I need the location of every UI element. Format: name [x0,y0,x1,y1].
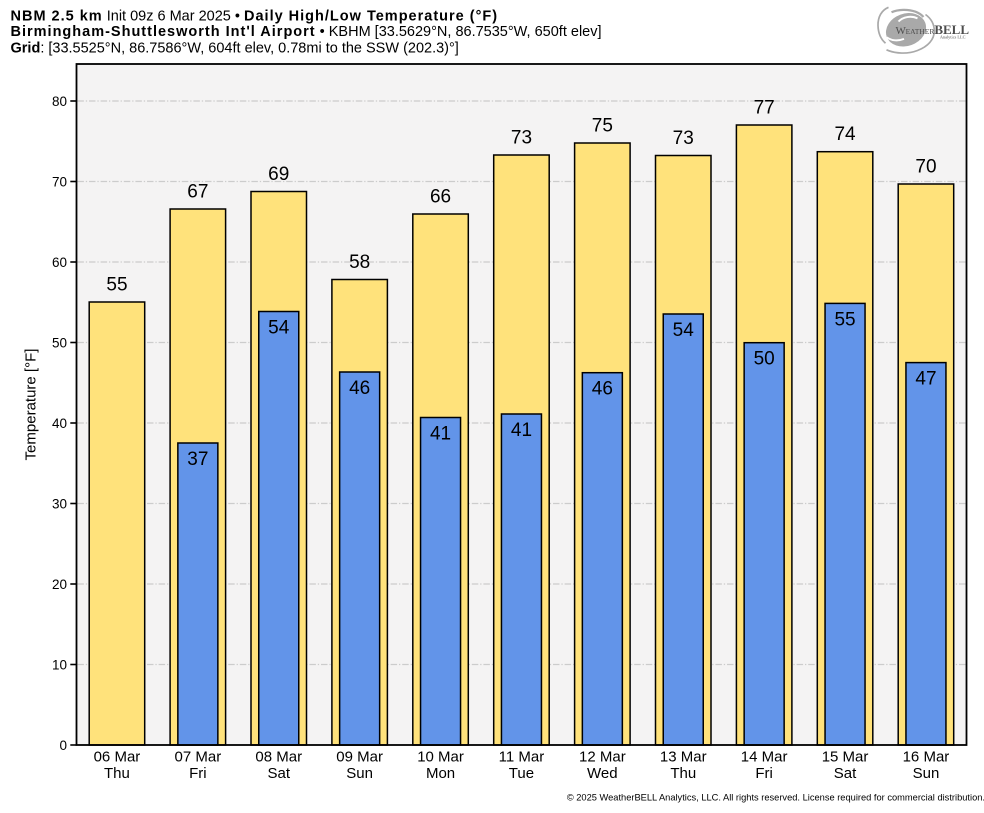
svg-text:73: 73 [511,127,532,148]
svg-text:80: 80 [52,94,67,109]
svg-text:Wed: Wed [587,765,618,782]
svg-text:74: 74 [834,124,856,145]
svg-text:75: 75 [592,115,613,136]
svg-text:15 Mar: 15 Mar [822,749,869,766]
svg-text:58: 58 [349,252,370,273]
svg-text:13 Mar: 13 Mar [660,749,707,766]
svg-text:30: 30 [52,496,67,511]
svg-text:16 Mar: 16 Mar [903,749,950,766]
svg-text:20: 20 [52,577,67,592]
svg-text:77: 77 [754,97,775,118]
svg-text:06 Mar: 06 Mar [94,749,141,766]
svg-text:Sat: Sat [267,765,290,782]
svg-text:70: 70 [52,174,67,189]
svg-text:Fri: Fri [189,765,207,782]
svg-text:37: 37 [187,449,208,470]
svg-text:0: 0 [59,738,67,753]
svg-text:WEATHERBELL: WEATHERBELL [896,22,970,37]
svg-text:40: 40 [52,416,67,431]
svg-text:Analytics LLC: Analytics LLC [940,35,966,40]
svg-text:Tue: Tue [509,765,534,782]
svg-text:47: 47 [915,369,936,390]
svg-text:14 Mar: 14 Mar [741,749,788,766]
svg-text:55: 55 [834,309,855,330]
svg-text:Temperature [°F]: Temperature [°F] [23,349,40,461]
svg-text:07 Mar: 07 Mar [175,749,222,766]
svg-text:66: 66 [430,186,451,207]
svg-text:41: 41 [430,424,451,445]
svg-text:Sat: Sat [834,765,857,782]
svg-text:Sun: Sun [346,765,373,782]
svg-text:Mon: Mon [426,765,455,782]
svg-text:54: 54 [673,320,695,341]
svg-text:10: 10 [52,657,67,672]
svg-text:54: 54 [268,318,290,339]
svg-text:69: 69 [268,164,289,185]
svg-text:Sun: Sun [913,765,940,782]
svg-text:09 Mar: 09 Mar [336,749,383,766]
svg-text:10 Mar: 10 Mar [417,749,464,766]
svg-text:Birmingham-Shuttlesworth Intʹl: Birmingham-Shuttlesworth Intʹl Airport •… [11,24,602,40]
svg-text:Thu: Thu [670,765,696,782]
svg-text:12 Mar: 12 Mar [579,749,626,766]
svg-text:Thu: Thu [104,765,130,782]
svg-text:Grid: [33.5525°N, 86.7586°W, 6: Grid: [33.5525°N, 86.7586°W, 604ft elev,… [11,40,459,56]
svg-text:Fri: Fri [755,765,773,782]
svg-text:11 Mar: 11 Mar [499,749,545,766]
svg-text:55: 55 [106,274,127,295]
svg-text:50: 50 [52,335,67,350]
svg-text:08 Mar: 08 Mar [255,749,302,766]
svg-text:67: 67 [187,181,208,202]
svg-text:73: 73 [673,128,694,149]
svg-text:46: 46 [349,378,370,399]
svg-text:50: 50 [754,349,775,370]
svg-text:NBM 2.5 km Init 09z 6 Mar 2025: NBM 2.5 km Init 09z 6 Mar 2025 • Daily H… [11,9,499,25]
svg-text:41: 41 [511,420,532,441]
svg-text:60: 60 [52,255,67,270]
svg-text:46: 46 [592,379,613,400]
svg-text:70: 70 [915,156,936,177]
svg-text:© 2025 WeatherBELL Analytics,: © 2025 WeatherBELL Analytics, LLC. All r… [567,793,984,803]
